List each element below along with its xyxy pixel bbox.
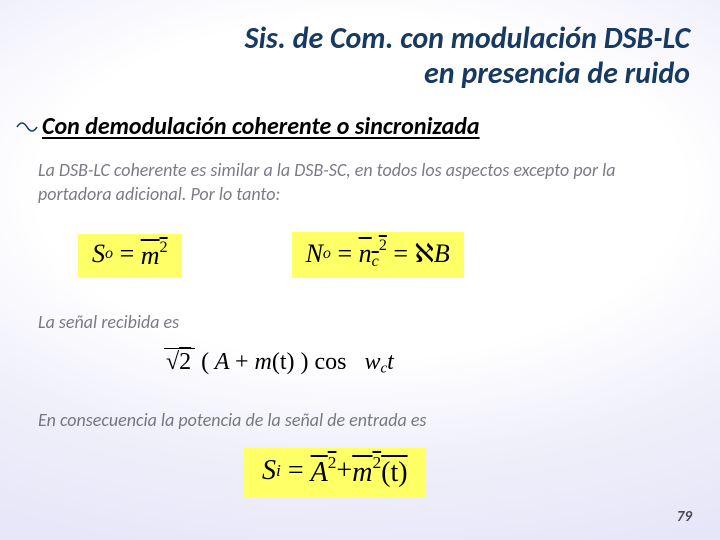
recv-sp xyxy=(353,349,359,375)
no-eq2: = xyxy=(387,241,415,267)
page-number: 79 xyxy=(677,508,692,526)
formula-received: √2 ( A + m(t) ) cos wct xyxy=(166,348,394,378)
body-paragraph-1: La DSB-LC coherente es similar a la DSB-… xyxy=(38,158,690,207)
recv-cos: cos xyxy=(315,349,347,375)
no-rhs-base: n xyxy=(359,239,372,268)
recv-tt: t xyxy=(387,349,394,375)
si-plus: + xyxy=(336,457,352,485)
subtitle-row: Con demodulación coherente o sincronizad… xyxy=(16,112,690,141)
si-term1: A2 xyxy=(311,454,337,487)
subtitle-text: Con demodulación coherente o sincronizad… xyxy=(42,112,480,141)
so-eq: = xyxy=(113,241,141,267)
no-rhs1: nc2 xyxy=(359,238,387,270)
no-rhs-sup: 2 xyxy=(379,237,387,254)
body-paragraph-2: La señal recibida es xyxy=(38,310,179,334)
formula-no: No = nc2 = ℵB xyxy=(292,232,464,278)
body-paragraph-3: En consecuencia la potencia de la señal … xyxy=(38,408,426,432)
recv-open: ( xyxy=(201,349,209,375)
si-t2-sup: 2 xyxy=(372,453,381,472)
recv-sqrt: √2 xyxy=(164,348,195,376)
recv-w: w xyxy=(365,349,381,375)
slide-title: Sis. de Com. con modulación DSB-LC en pr… xyxy=(70,22,690,91)
no-aleph: ℵ xyxy=(415,241,434,267)
si-t2-base: m xyxy=(352,457,372,488)
no-lhs-sub: o xyxy=(323,246,331,262)
recv-t: (t) xyxy=(272,349,295,375)
no-rhs-sub: c xyxy=(372,253,379,270)
title-line-2: en presencia de ruido xyxy=(70,57,690,92)
recv-m: m xyxy=(255,349,272,375)
curl-bullet-icon xyxy=(16,120,38,134)
title-line-1: Sis. de Com. con modulación DSB-LC xyxy=(70,22,690,57)
si-eq: = xyxy=(281,457,311,485)
no-b: B xyxy=(434,241,450,267)
si-t1-sup: 2 xyxy=(328,453,337,472)
recv-plus: + xyxy=(235,349,255,375)
si-t1-base: A xyxy=(311,457,328,488)
no-lhs: N xyxy=(306,241,323,267)
si-t2-arg: (t) xyxy=(381,457,407,488)
slide: Sis. de Com. con modulación DSB-LC en pr… xyxy=(0,0,720,540)
si-term2: m2(t) xyxy=(352,454,407,487)
so-lhs: S xyxy=(92,241,105,267)
recv-close: ) xyxy=(301,349,315,375)
formula-row-so-no: So = m2 No = nc2 = ℵB xyxy=(78,232,464,278)
recv-a: A xyxy=(215,349,229,375)
so-lhs-sub: o xyxy=(105,246,113,262)
so-rhs-sup: 2 xyxy=(160,239,168,256)
so-rhs-base: m xyxy=(141,241,160,270)
so-rhs: m2 xyxy=(141,240,168,269)
no-eq1: = xyxy=(331,241,359,267)
formula-so: So = m2 xyxy=(78,234,182,277)
formula-si: Si = A2 + m2(t) xyxy=(244,448,426,497)
si-lhs: S xyxy=(262,457,276,485)
